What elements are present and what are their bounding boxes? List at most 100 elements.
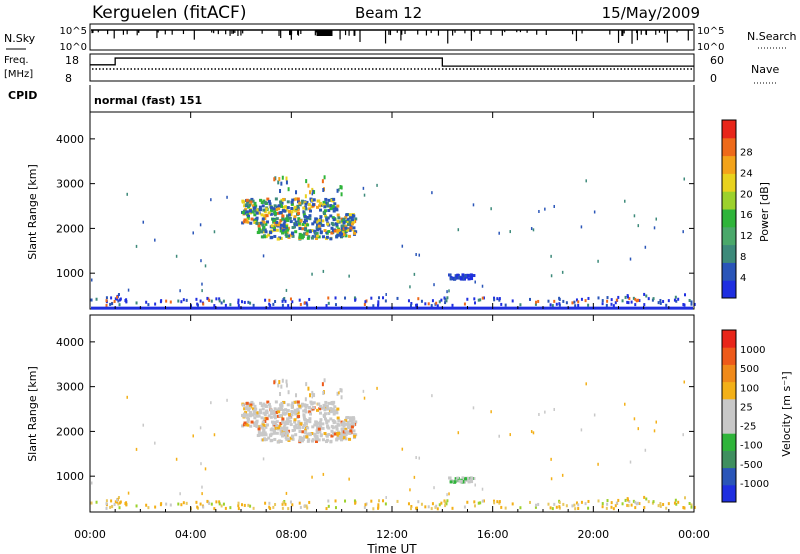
echo-cell [304, 410, 308, 414]
echo-cell [262, 438, 264, 442]
echo-cell [182, 501, 185, 505]
echo-cell [246, 214, 250, 218]
echo-cell [370, 296, 373, 300]
echo-cell [327, 229, 331, 233]
echo-cell [601, 502, 604, 506]
echo-cell [251, 204, 255, 208]
echo-cell [289, 220, 293, 224]
echo-cell [262, 208, 266, 212]
echo-cell [118, 506, 121, 510]
echo-cell [323, 408, 327, 412]
echo-cell [117, 293, 120, 297]
echo-cell [280, 407, 284, 411]
echo-cell [473, 504, 476, 508]
echo-cell [674, 498, 677, 502]
echo-cell [285, 426, 289, 430]
echo-cell [461, 276, 465, 280]
echo-cell [294, 423, 298, 427]
echo-cell [342, 420, 346, 424]
echo-cell [345, 422, 349, 426]
echo-cell [313, 220, 317, 224]
echo-cell [298, 227, 302, 231]
echo-cell [277, 383, 280, 388]
echo-cell [332, 218, 336, 222]
echo-cell [632, 296, 635, 300]
echo-cell [261, 217, 265, 221]
echo-cell [273, 177, 276, 182]
echo-cell [291, 429, 295, 433]
echo-cell [307, 183, 310, 188]
echo-cell [284, 225, 288, 229]
echo-cell [444, 500, 447, 504]
echo-cell [315, 234, 319, 238]
echo-cell [248, 211, 252, 215]
echo-cell [308, 207, 312, 211]
echo-cell [282, 431, 286, 435]
echo-cell [528, 297, 531, 301]
echo-cell [331, 432, 335, 436]
echo-cell [377, 499, 380, 503]
echo-cell [511, 299, 514, 303]
echo-cell [500, 505, 503, 509]
echo-cell [333, 432, 337, 436]
echo-cell [344, 429, 348, 433]
echo-cell [341, 434, 345, 438]
echo-cell [637, 427, 640, 431]
echo-cell [278, 424, 282, 428]
echo-cell [601, 302, 604, 306]
echo-cell [202, 505, 205, 509]
echo-cell [325, 438, 329, 442]
echo-cell [119, 297, 122, 301]
echo-cell [575, 501, 578, 505]
echo-cell [286, 214, 290, 218]
echo-cell [279, 426, 283, 430]
echo-cell [287, 507, 290, 511]
echo-cell [308, 417, 312, 421]
echo-cell [657, 504, 660, 508]
echo-cell [693, 505, 696, 509]
echo-cell [119, 500, 122, 504]
echo-cell [218, 502, 221, 506]
echo-cell [294, 426, 296, 430]
echo-cell [291, 435, 295, 439]
colorbar-swatch [722, 262, 736, 281]
echo-cell [413, 272, 416, 276]
echo-cell [325, 304, 328, 308]
echo-cell [311, 192, 314, 196]
echo-cell [326, 204, 330, 208]
echo-cell [327, 499, 330, 503]
colorbar-swatch [722, 137, 736, 157]
echo-cell [309, 190, 312, 195]
echo-cell [348, 416, 352, 420]
echo-cell [281, 227, 285, 231]
echo-cell [269, 206, 273, 210]
echo-cell [147, 506, 150, 510]
echo-cell [299, 302, 302, 306]
echo-cell [342, 436, 346, 440]
echo-cell [350, 416, 354, 420]
echo-cell [255, 419, 259, 423]
echo-cell [210, 299, 213, 303]
echo-cell [530, 227, 533, 231]
echo-cell [334, 499, 337, 503]
echo-cell [325, 235, 329, 239]
echo-cell [273, 437, 277, 441]
echo-cell [469, 275, 473, 279]
echo-cell [321, 426, 325, 430]
echo-cell [305, 435, 309, 439]
echo-cell [302, 413, 306, 417]
echo-cell [323, 211, 327, 215]
echo-cell [342, 227, 346, 231]
echo-cell [448, 289, 450, 293]
echo-cell [614, 301, 617, 305]
echo-cell [282, 225, 286, 229]
echo-cell [331, 223, 335, 227]
echo-cell [277, 204, 281, 208]
x-tick-label: 00:00 [678, 528, 710, 541]
echo-cell [255, 221, 259, 225]
echo-cell [688, 501, 691, 505]
colorbar-swatch [722, 467, 736, 486]
echo-cell [385, 292, 387, 296]
echo-cell [290, 206, 294, 210]
echo-cell [314, 231, 318, 235]
